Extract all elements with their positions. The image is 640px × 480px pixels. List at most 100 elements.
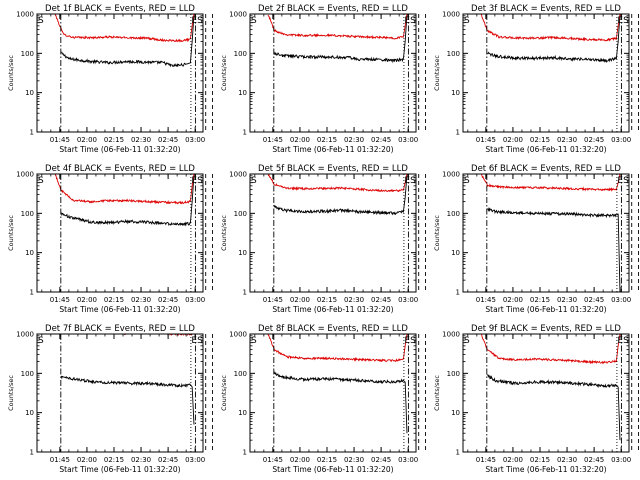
x-tick-label: 01:45 — [50, 456, 70, 464]
plot-frame — [36, 333, 204, 453]
start-marker-label: S — [38, 336, 44, 346]
y-tick-label: 1000 — [16, 331, 34, 339]
x-tick-label: 02:15 — [317, 136, 337, 144]
start-marker-label: S — [38, 176, 44, 186]
x-tick-label: 02:15 — [104, 136, 124, 144]
end-marker-label: ES — [617, 176, 629, 186]
end-marker-label: ES — [404, 336, 416, 346]
y-tick-label: 1000 — [229, 331, 247, 339]
y-axis-label: Counts/sec — [433, 375, 441, 411]
end-marker-label: ES — [191, 16, 203, 26]
x-tick-label: 02:00 — [77, 456, 97, 464]
events-series-line — [273, 174, 408, 216]
start-marker-label: S — [38, 16, 44, 26]
y-tick-label: 100 — [234, 370, 247, 378]
panel-4: Det 4f BLACK = Events, RED = LLD Counts/s… — [7, 164, 214, 314]
plot-frame — [249, 333, 417, 453]
y-tick-label: 1000 — [229, 171, 247, 179]
events-series-line — [487, 374, 621, 441]
plot-frame — [462, 333, 630, 453]
end-marker-label: ES — [191, 336, 203, 346]
y-tick-label: 10 — [451, 249, 460, 257]
y-tick-label: 10 — [238, 89, 247, 97]
x-tick-label: 02:30 — [131, 456, 151, 464]
end-marker-label: ES — [404, 176, 416, 186]
events-series-line — [487, 14, 621, 64]
x-tick-label: 02:30 — [344, 296, 364, 304]
lld-series-line — [480, 334, 621, 365]
y-tick-label: 1 — [243, 449, 247, 457]
x-tick-label: 02:45 — [584, 456, 604, 464]
x-tick-label: 02:00 — [503, 136, 523, 144]
y-axis-label: Counts/sec — [433, 55, 441, 91]
plot-frame — [36, 13, 204, 133]
panel-title: Det 5f BLACK = Events, RED = LLD — [258, 164, 408, 174]
y-tick-label: 1000 — [229, 11, 247, 19]
x-tick-label: 02:45 — [158, 296, 178, 304]
y-tick-label: 1000 — [442, 11, 460, 19]
lld-series-line — [480, 174, 621, 192]
x-tick-label: 02:15 — [104, 456, 124, 464]
x-tick-label: 02:45 — [584, 296, 604, 304]
panel-6: Det 6f BLACK = Events, RED = LLD Counts/s… — [433, 164, 640, 314]
y-tick-label: 10 — [25, 89, 34, 97]
y-axis-label: Counts/sec — [220, 215, 228, 251]
panel-title: Det 9f BLACK = Events, RED = LLD — [471, 324, 621, 334]
panel-title: Det 2f BLACK = Events, RED = LLD — [258, 4, 408, 14]
panel-8: Det 8f BLACK = Events, RED = LLD Counts/s… — [220, 324, 427, 474]
y-tick-label: 1000 — [16, 171, 34, 179]
y-tick-label: 1 — [456, 289, 460, 297]
x-axis-label: Start Time (06-Feb-11 01:32:20) — [59, 145, 180, 154]
x-tick-label: 02:15 — [104, 296, 124, 304]
y-tick-label: 10 — [25, 409, 34, 417]
x-tick-label: 03:00 — [185, 296, 205, 304]
panel-title: Det 4f BLACK = Events, RED = LLD — [45, 164, 195, 174]
panel-title: Det 3f BLACK = Events, RED = LLD — [471, 4, 621, 14]
y-tick-label: 1 — [456, 449, 460, 457]
x-tick-label: 02:45 — [158, 136, 178, 144]
x-axis-label: Start Time (06-Feb-11 01:32:20) — [272, 465, 393, 474]
events-series-line — [273, 14, 408, 64]
x-tick-label: 03:00 — [185, 456, 205, 464]
panel-title: Det 1f BLACK = Events, RED = LLD — [45, 4, 195, 14]
panel-7: Det 7f BLACK = Events, RED = LLD Counts/s… — [7, 324, 214, 474]
y-tick-label: 1 — [30, 289, 34, 297]
x-tick-label: 03:00 — [398, 456, 418, 464]
y-tick-label: 100 — [234, 50, 247, 58]
start-marker-label: S — [251, 16, 257, 26]
events-series-line — [61, 14, 195, 68]
x-tick-label: 03:00 — [611, 296, 631, 304]
y-tick-label: 1000 — [442, 171, 460, 179]
x-tick-label: 03:00 — [398, 136, 418, 144]
x-axis-label: Start Time (06-Feb-11 01:32:20) — [485, 145, 606, 154]
y-tick-label: 10 — [238, 409, 247, 417]
x-tick-label: 02:15 — [530, 136, 550, 144]
panel-title: Det 8f BLACK = Events, RED = LLD — [258, 324, 408, 334]
x-axis-label: Start Time (06-Feb-11 01:32:20) — [272, 305, 393, 314]
x-axis-label: Start Time (06-Feb-11 01:32:20) — [272, 145, 393, 154]
x-tick-label: 02:00 — [503, 296, 523, 304]
plot-frame — [462, 13, 630, 133]
x-tick-label: 02:45 — [158, 456, 178, 464]
x-axis-label: Start Time (06-Feb-11 01:32:20) — [485, 305, 606, 314]
y-tick-label: 100 — [447, 210, 460, 218]
x-tick-label: 01:45 — [263, 136, 283, 144]
plot-frame — [462, 173, 630, 293]
x-axis-label: Start Time (06-Feb-11 01:32:20) — [485, 465, 606, 474]
y-tick-label: 100 — [21, 50, 34, 58]
y-tick-label: 10 — [451, 409, 460, 417]
x-tick-label: 01:45 — [476, 296, 496, 304]
x-tick-label: 02:00 — [77, 136, 97, 144]
x-tick-label: 01:45 — [476, 136, 496, 144]
y-tick-label: 1 — [456, 129, 460, 137]
events-series-line — [60, 375, 195, 425]
x-tick-label: 02:45 — [371, 456, 391, 464]
start-marker-label: S — [251, 336, 257, 346]
x-tick-label: 02:30 — [557, 136, 577, 144]
end-marker-label: ES — [191, 176, 203, 186]
y-tick-label: 100 — [234, 210, 247, 218]
y-axis-label: Counts/sec — [7, 375, 15, 411]
panel-1: Det 1f BLACK = Events, RED = LLD Counts/s… — [7, 4, 214, 154]
panel-title: Det 7f BLACK = Events, RED = LLD — [45, 324, 195, 334]
